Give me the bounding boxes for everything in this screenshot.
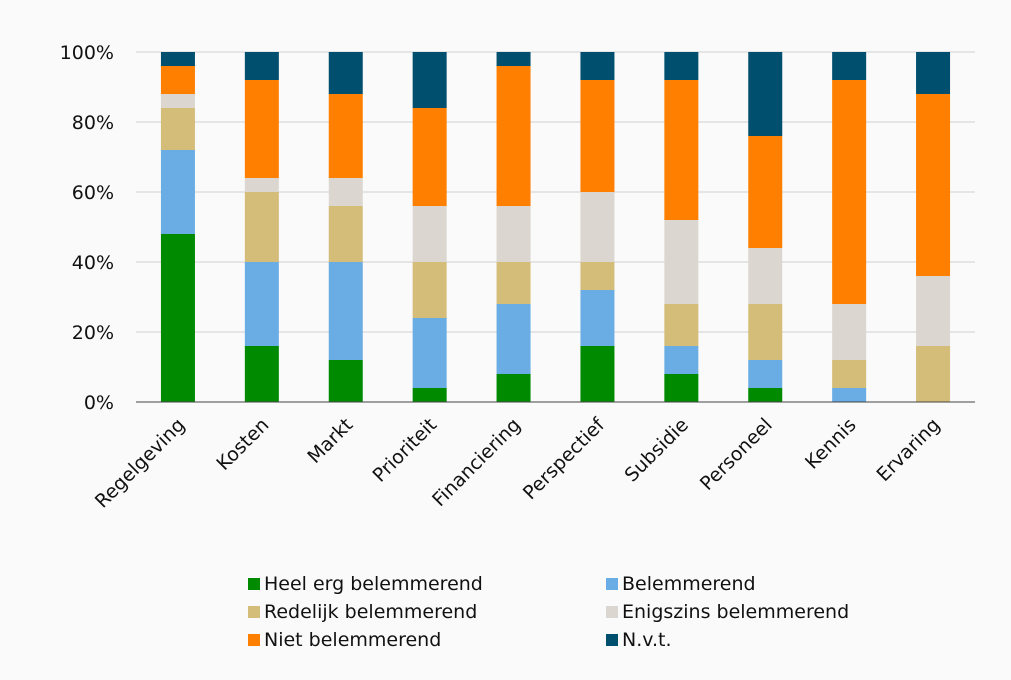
- bar-segment: [664, 220, 699, 304]
- bar-segment: [328, 360, 363, 402]
- bar-segment: [580, 262, 615, 290]
- bar-segment: [160, 108, 195, 150]
- legend-swatch: [606, 578, 618, 590]
- y-axis-ticks: 0% 20% 40% 60% 80% 100%: [60, 42, 114, 414]
- x-tick-label: Regelgeving: [91, 414, 190, 513]
- bar-segment: [160, 150, 195, 234]
- bar-segment: [580, 192, 615, 262]
- bar-segment: [244, 262, 279, 346]
- x-tick-label: Financiering: [428, 414, 525, 511]
- bar-segment: [244, 192, 279, 262]
- bar-segment: [832, 304, 867, 360]
- legend-item: Belemmerend: [606, 572, 906, 596]
- bar-segment: [328, 94, 363, 178]
- x-axis-ticks: Regelgeving Kosten Markt PrioriteitFinancie…: [91, 413, 945, 513]
- x-tick-label: Markt: [303, 414, 357, 468]
- x-tick-label: Ervaring: [873, 414, 945, 486]
- legend-swatch: [606, 634, 618, 646]
- bar-segment: [496, 52, 531, 66]
- bar-segment: [916, 52, 951, 94]
- bar-segment: [412, 108, 447, 206]
- bar-segment: [244, 178, 279, 192]
- bar-segment: [160, 94, 195, 108]
- legend-label: N.v.t.: [622, 629, 672, 651]
- y-tick-label: 100%: [60, 42, 114, 64]
- bar-segment: [832, 52, 867, 80]
- bar-segment: [664, 52, 699, 80]
- x-tick-label: Personeel: [696, 414, 777, 495]
- legend-swatch: [248, 578, 260, 590]
- legend-item: Niet belemmerend: [248, 628, 606, 652]
- bar-segment: [832, 80, 867, 304]
- bar-segment: [664, 80, 699, 220]
- bar-segment: [160, 66, 195, 94]
- legend-label: Niet belemmerend: [264, 629, 442, 651]
- bar-segment: [580, 52, 615, 80]
- bar-segment: [328, 178, 363, 206]
- legend-swatch: [248, 606, 260, 618]
- bar-segment: [580, 80, 615, 192]
- x-tick-label: Kosten: [212, 414, 273, 475]
- legend-item: N.v.t.: [606, 628, 906, 652]
- legend-item: Enigszins belemmerend: [606, 600, 906, 624]
- y-tick-label: 60%: [72, 182, 114, 204]
- bar-segment: [244, 52, 279, 80]
- bar-segment: [916, 94, 951, 276]
- y-tick-label: 80%: [72, 112, 114, 134]
- bar-segment: [832, 388, 867, 402]
- bar-segment: [664, 346, 699, 374]
- x-tick-label: Kennis: [801, 414, 861, 474]
- legend-label: Redelijk belemmerend: [264, 601, 478, 623]
- bar-segment: [328, 52, 363, 94]
- y-tick-label: 40%: [72, 252, 114, 274]
- bar-segment: [748, 248, 783, 304]
- bar-segment: [748, 388, 783, 402]
- bar-segment: [496, 206, 531, 262]
- bar-segment: [916, 346, 951, 402]
- bar-segment: [664, 374, 699, 402]
- bar-segment: [328, 206, 363, 262]
- legend-label: Heel erg belemmerend: [264, 573, 483, 595]
- bar-segment: [748, 304, 783, 360]
- bar-segment: [496, 66, 531, 206]
- legend: Heel erg belemmerend Belemmerend Redelijk …: [248, 572, 906, 652]
- bar-segment: [580, 346, 615, 402]
- x-tick-label: Prioriteit: [368, 414, 441, 487]
- bar-segment: [832, 360, 867, 388]
- bar-segment: [160, 234, 195, 402]
- x-tick-label: Subsidie: [620, 414, 692, 486]
- bar-segment: [412, 52, 447, 108]
- bar-segment: [412, 206, 447, 262]
- bar-segment: [328, 262, 363, 360]
- bar-segment: [748, 52, 783, 136]
- bar-segment: [244, 80, 279, 178]
- bar-segment: [412, 318, 447, 388]
- legend-item: Heel erg belemmerend: [248, 572, 606, 596]
- bars: [160, 52, 951, 402]
- x-tick-label: Perspectief: [519, 413, 610, 504]
- bar-segment: [412, 388, 447, 402]
- bar-segment: [244, 346, 279, 402]
- bar-segment: [748, 136, 783, 248]
- stacked-bar-chart: 0% 20% 40% 60% 80% 100% Regelgeving Kosten Mark…: [60, 42, 975, 513]
- legend-item: Redelijk belemmerend: [248, 600, 606, 624]
- bar-segment: [412, 262, 447, 318]
- bar-segment: [496, 304, 531, 374]
- y-tick-label: 0%: [84, 392, 114, 414]
- bar-segment: [748, 360, 783, 388]
- y-tick-label: 20%: [72, 322, 114, 344]
- bar-segment: [664, 304, 699, 346]
- bar-segment: [916, 276, 951, 346]
- legend-label: Belemmerend: [622, 573, 756, 595]
- legend-label: Enigszins belemmerend: [622, 601, 850, 623]
- bar-segment: [580, 290, 615, 346]
- bar-segment: [496, 374, 531, 402]
- legend-swatch: [606, 606, 618, 618]
- legend-swatch: [248, 634, 260, 646]
- bar-segment: [496, 262, 531, 304]
- bar-segment: [160, 52, 195, 66]
